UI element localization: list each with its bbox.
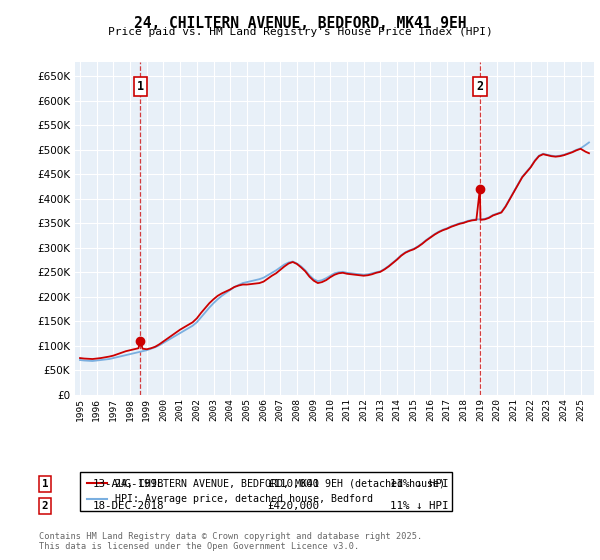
Text: 24, CHILTERN AVENUE, BEDFORD, MK41 9EH: 24, CHILTERN AVENUE, BEDFORD, MK41 9EH bbox=[134, 16, 466, 31]
Text: 11% ↓ HPI: 11% ↓ HPI bbox=[390, 501, 449, 511]
Text: 2: 2 bbox=[42, 501, 48, 511]
Text: Contains HM Land Registry data © Crown copyright and database right 2025.
This d: Contains HM Land Registry data © Crown c… bbox=[39, 532, 422, 552]
Legend: 24, CHILTERN AVENUE, BEDFORD, MK41 9EH (detached house), HPI: Average price, det: 24, CHILTERN AVENUE, BEDFORD, MK41 9EH (… bbox=[80, 472, 452, 511]
Text: 1: 1 bbox=[42, 479, 48, 489]
Text: Price paid vs. HM Land Registry's House Price Index (HPI): Price paid vs. HM Land Registry's House … bbox=[107, 27, 493, 37]
Text: £420,000: £420,000 bbox=[267, 501, 319, 511]
Text: £110,000: £110,000 bbox=[267, 479, 319, 489]
Text: 18-DEC-2018: 18-DEC-2018 bbox=[93, 501, 164, 511]
Text: 2: 2 bbox=[476, 80, 484, 93]
Text: 11% ↓ HPI: 11% ↓ HPI bbox=[390, 479, 449, 489]
Text: 1: 1 bbox=[137, 80, 144, 93]
Text: 13-AUG-1998: 13-AUG-1998 bbox=[93, 479, 164, 489]
